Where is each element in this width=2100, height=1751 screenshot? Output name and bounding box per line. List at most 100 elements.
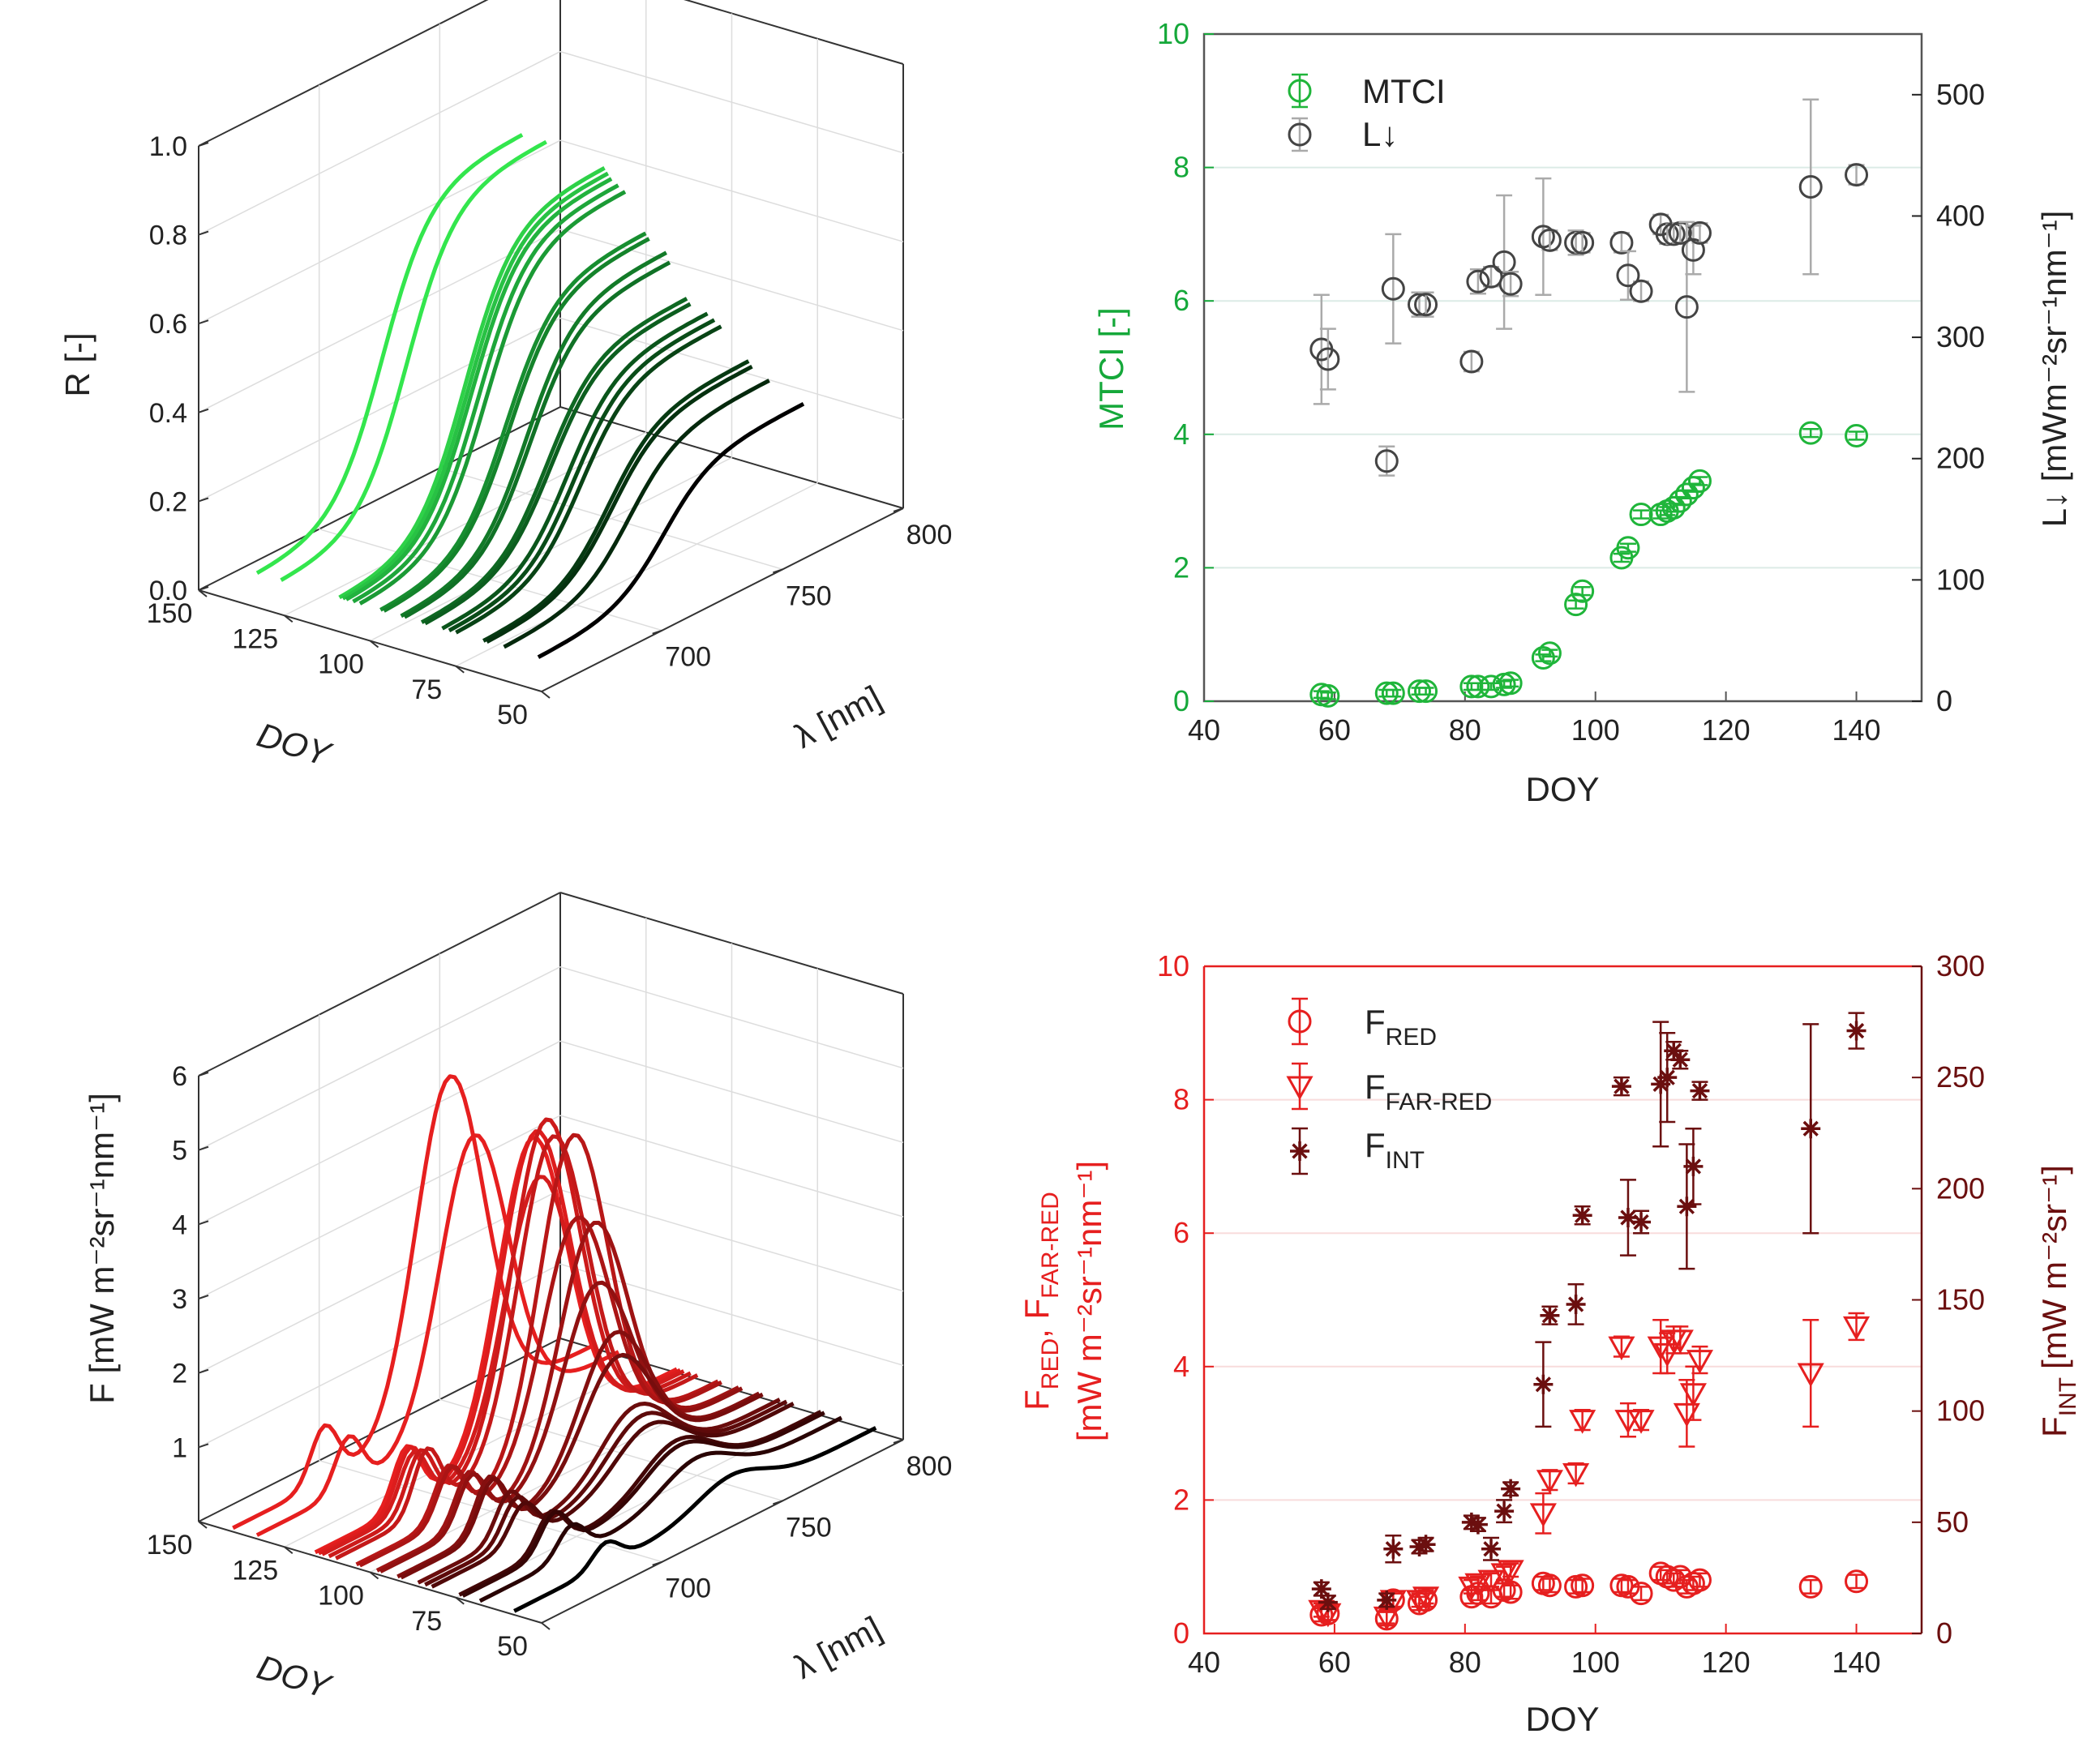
- data-point-ffarred: [1608, 1336, 1635, 1361]
- z-tick-mark: [198, 1220, 209, 1226]
- data-point-ffarred: [1686, 1350, 1714, 1374]
- mtci-series: [1309, 98, 1869, 708]
- data-point-mtci: [1845, 423, 1869, 447]
- data-point-l: [1629, 279, 1653, 303]
- data-point-l: [1845, 163, 1869, 187]
- reflectance-z-axis-label: R [-]: [58, 332, 96, 396]
- y-tick-label: 10: [1157, 17, 1189, 50]
- wl-tick-label: 700: [665, 1573, 711, 1604]
- wl-tick-label: 700: [665, 642, 711, 673]
- x-tick-label: 40: [1188, 1646, 1220, 1679]
- data-point-fint: [1318, 1592, 1338, 1612]
- grid-line-z-right: [198, 1188, 561, 1374]
- grid-line-z-right: [198, 50, 561, 236]
- z-tick-label: 5: [172, 1136, 187, 1167]
- x-tick-label: 100: [1571, 713, 1620, 747]
- y-tick-label: 2: [1173, 550, 1189, 584]
- mtci-gridlines: [1204, 166, 1922, 569]
- data-point-fint: [1846, 1021, 1866, 1041]
- data-point-mtci: [1381, 681, 1405, 705]
- data-point-ffarred: [1477, 1569, 1505, 1595]
- series-curve-doy-133: [255, 1133, 620, 1537]
- grid-line-z-left: [559, 1188, 904, 1292]
- series-curve-doy-68: [478, 1415, 843, 1603]
- ldown-y2-axis-label: L↓ [mWm⁻²sr⁻¹nm⁻¹]: [2035, 211, 2073, 528]
- doy-tick-mark: [455, 665, 465, 674]
- reflectance-wavelength-axis-label: λ [nm]: [788, 679, 888, 756]
- legend-fint-sub: INT: [1386, 1147, 1425, 1174]
- doy-tick-label: 50: [497, 700, 528, 730]
- series-curve-doy-91: [424, 302, 692, 626]
- series-curve-doy-84: [424, 1399, 788, 1587]
- data-point-fint: [1383, 1539, 1404, 1559]
- series-curve-doy-82: [431, 1402, 795, 1589]
- series-curve-doy-86: [441, 311, 709, 631]
- grid-line-z-left: [559, 229, 904, 332]
- legend-fred-sub: RED: [1386, 1024, 1437, 1051]
- data-point-ffarred: [1653, 1342, 1681, 1368]
- data-point-mtci: [1531, 646, 1555, 670]
- grid-line-z-left: [559, 1263, 904, 1367]
- data-point-mtci: [1498, 671, 1523, 696]
- data-point-fint: [1416, 1535, 1436, 1555]
- data-point-fint: [1670, 1050, 1691, 1070]
- y2-tick-label: 500: [1936, 78, 1985, 111]
- wl-tick-mark: [893, 507, 904, 512]
- data-point-mtci: [1798, 421, 1823, 445]
- wl-tick-mark: [652, 1560, 662, 1566]
- series-curve-doy-103: [383, 237, 650, 613]
- doy-tick-mark: [198, 589, 208, 597]
- data-point-ffarred: [1797, 1363, 1824, 1388]
- y2-tick-label: 300: [1936, 320, 1985, 353]
- grid-line-z-right: [198, 1263, 561, 1449]
- z-tick-mark: [198, 1295, 209, 1299]
- doy-tick-mark: [198, 1521, 208, 1529]
- doy-tick-mark: [541, 1622, 551, 1630]
- grid-line-z-left: [559, 1115, 904, 1218]
- y2-tick-label: 300: [1936, 949, 1985, 983]
- data-point-fint: [1611, 1077, 1631, 1097]
- series-curve-doy-104: [379, 231, 647, 612]
- fluor-legend-markers: [1286, 997, 1314, 1175]
- data-point-fint: [1801, 1119, 1821, 1139]
- data-point-fint: [1683, 1156, 1704, 1176]
- legend-ldown-label: L↓: [1362, 115, 1398, 153]
- data-point-fint: [1468, 1514, 1488, 1535]
- data-point-fint: [1618, 1208, 1638, 1227]
- legend-fint-label: FINT: [1365, 1126, 1425, 1174]
- series-curve-doy-98: [375, 1220, 740, 1573]
- data-point-fred: [1687, 1568, 1712, 1592]
- y2-tick-label: 100: [1936, 1394, 1985, 1428]
- data-point-fint: [1311, 1579, 1331, 1599]
- series-curve-doy-74: [458, 1410, 822, 1597]
- series-curve-doy-58: [513, 1426, 877, 1613]
- series-curve-doy-92: [396, 1329, 761, 1579]
- fluor-frame-left-bottom: [1202, 966, 1922, 1635]
- series-curve-doy-103: [358, 1215, 722, 1568]
- series-curve-doy-140: [255, 133, 524, 576]
- series-curve-doy-82: [455, 324, 722, 635]
- data-point-fint: [1657, 1068, 1678, 1088]
- x-tick-label: 40: [1188, 713, 1220, 747]
- doy-tick-label: 75: [411, 1606, 442, 1637]
- z-tick-mark: [198, 142, 209, 147]
- series-curve-doy-98: [400, 250, 667, 619]
- data-point-mtci: [1571, 579, 1595, 603]
- z-tick-label: 0.4: [149, 398, 187, 429]
- data-point-mtci: [1687, 469, 1712, 493]
- x-tick-label: 100: [1571, 1646, 1620, 1679]
- data-point-fint: [1494, 1501, 1515, 1522]
- y2-tick-label: 400: [1936, 199, 1985, 232]
- box-edge-floor-front-wl: [541, 1439, 904, 1624]
- grid-line-doy-floor: [284, 431, 647, 616]
- data-point-l: [1498, 272, 1523, 296]
- doy-tick-mark: [541, 691, 551, 699]
- fluorescence-3d-gridlines: [198, 918, 904, 1599]
- z-tick-label: 0.6: [149, 309, 187, 340]
- panel-fluorescence-3d: 1 2 3 4 5 6 150 125 100 75 50 700 750 800 F [mW m⁻²sr…: [83, 892, 952, 1706]
- legend-fred-label: FRED: [1365, 1003, 1437, 1051]
- grid-line-wl-floor: [439, 467, 783, 571]
- grid-line-doy-floor: [455, 482, 818, 667]
- y2-tick-label: 100: [1936, 563, 1985, 596]
